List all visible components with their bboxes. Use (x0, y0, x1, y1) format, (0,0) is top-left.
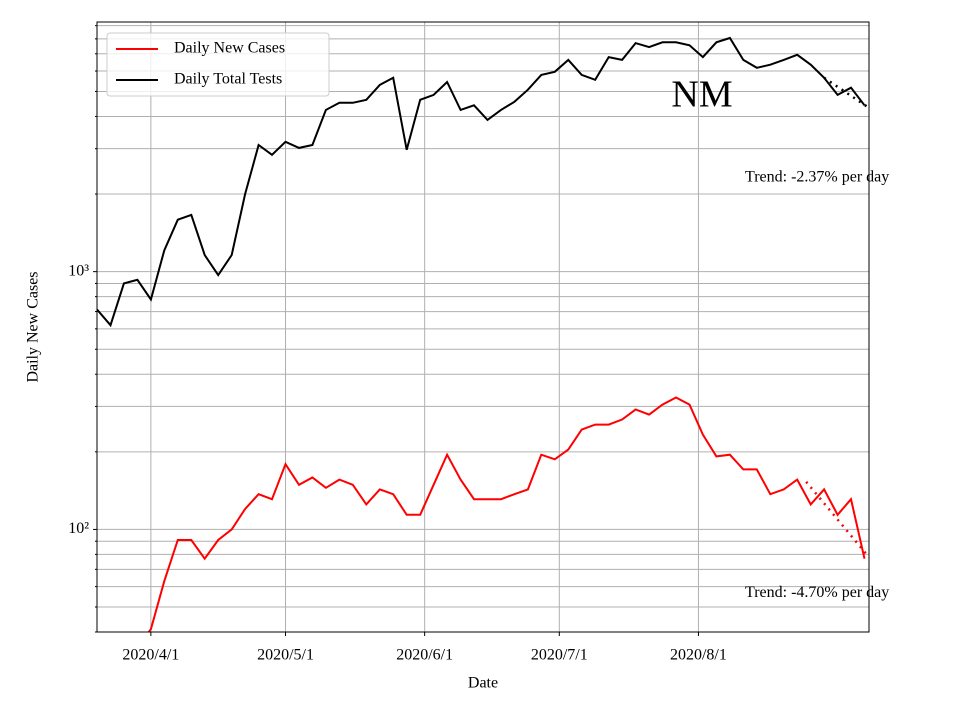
legend-label: Daily New Cases (174, 40, 285, 57)
plot-frame (96, 21, 870, 633)
legend: Daily New Cases Daily Total Tests (106, 32, 330, 97)
grid (97, 22, 869, 633)
x-tick-label: 2020/7/1 (531, 647, 588, 664)
x-tick-label: 2020/4/1 (122, 647, 179, 664)
series-line (97, 36, 866, 328)
y-tick-label: 10² (68, 520, 89, 537)
trend-line (805, 481, 869, 559)
trend-annotation: Trend: -2.37% per day (745, 169, 889, 186)
x-tick-label: 2020/8/1 (670, 647, 727, 664)
y-tick-label: 10³ (68, 262, 89, 279)
y-axis-label: Daily New Cases (25, 271, 42, 382)
x-axis-label: Date (468, 675, 498, 692)
trend-annotation: Trend: -4.70% per day (745, 584, 889, 601)
x-tick-label: 2020/5/1 (257, 647, 314, 664)
plot-lines (97, 36, 869, 632)
series-line (147, 396, 866, 632)
chart-title: NM (671, 74, 732, 116)
legend-label: Daily Total Tests (174, 71, 282, 88)
legend-box (106, 32, 330, 97)
x-tick-label: 2020/6/1 (396, 647, 453, 664)
